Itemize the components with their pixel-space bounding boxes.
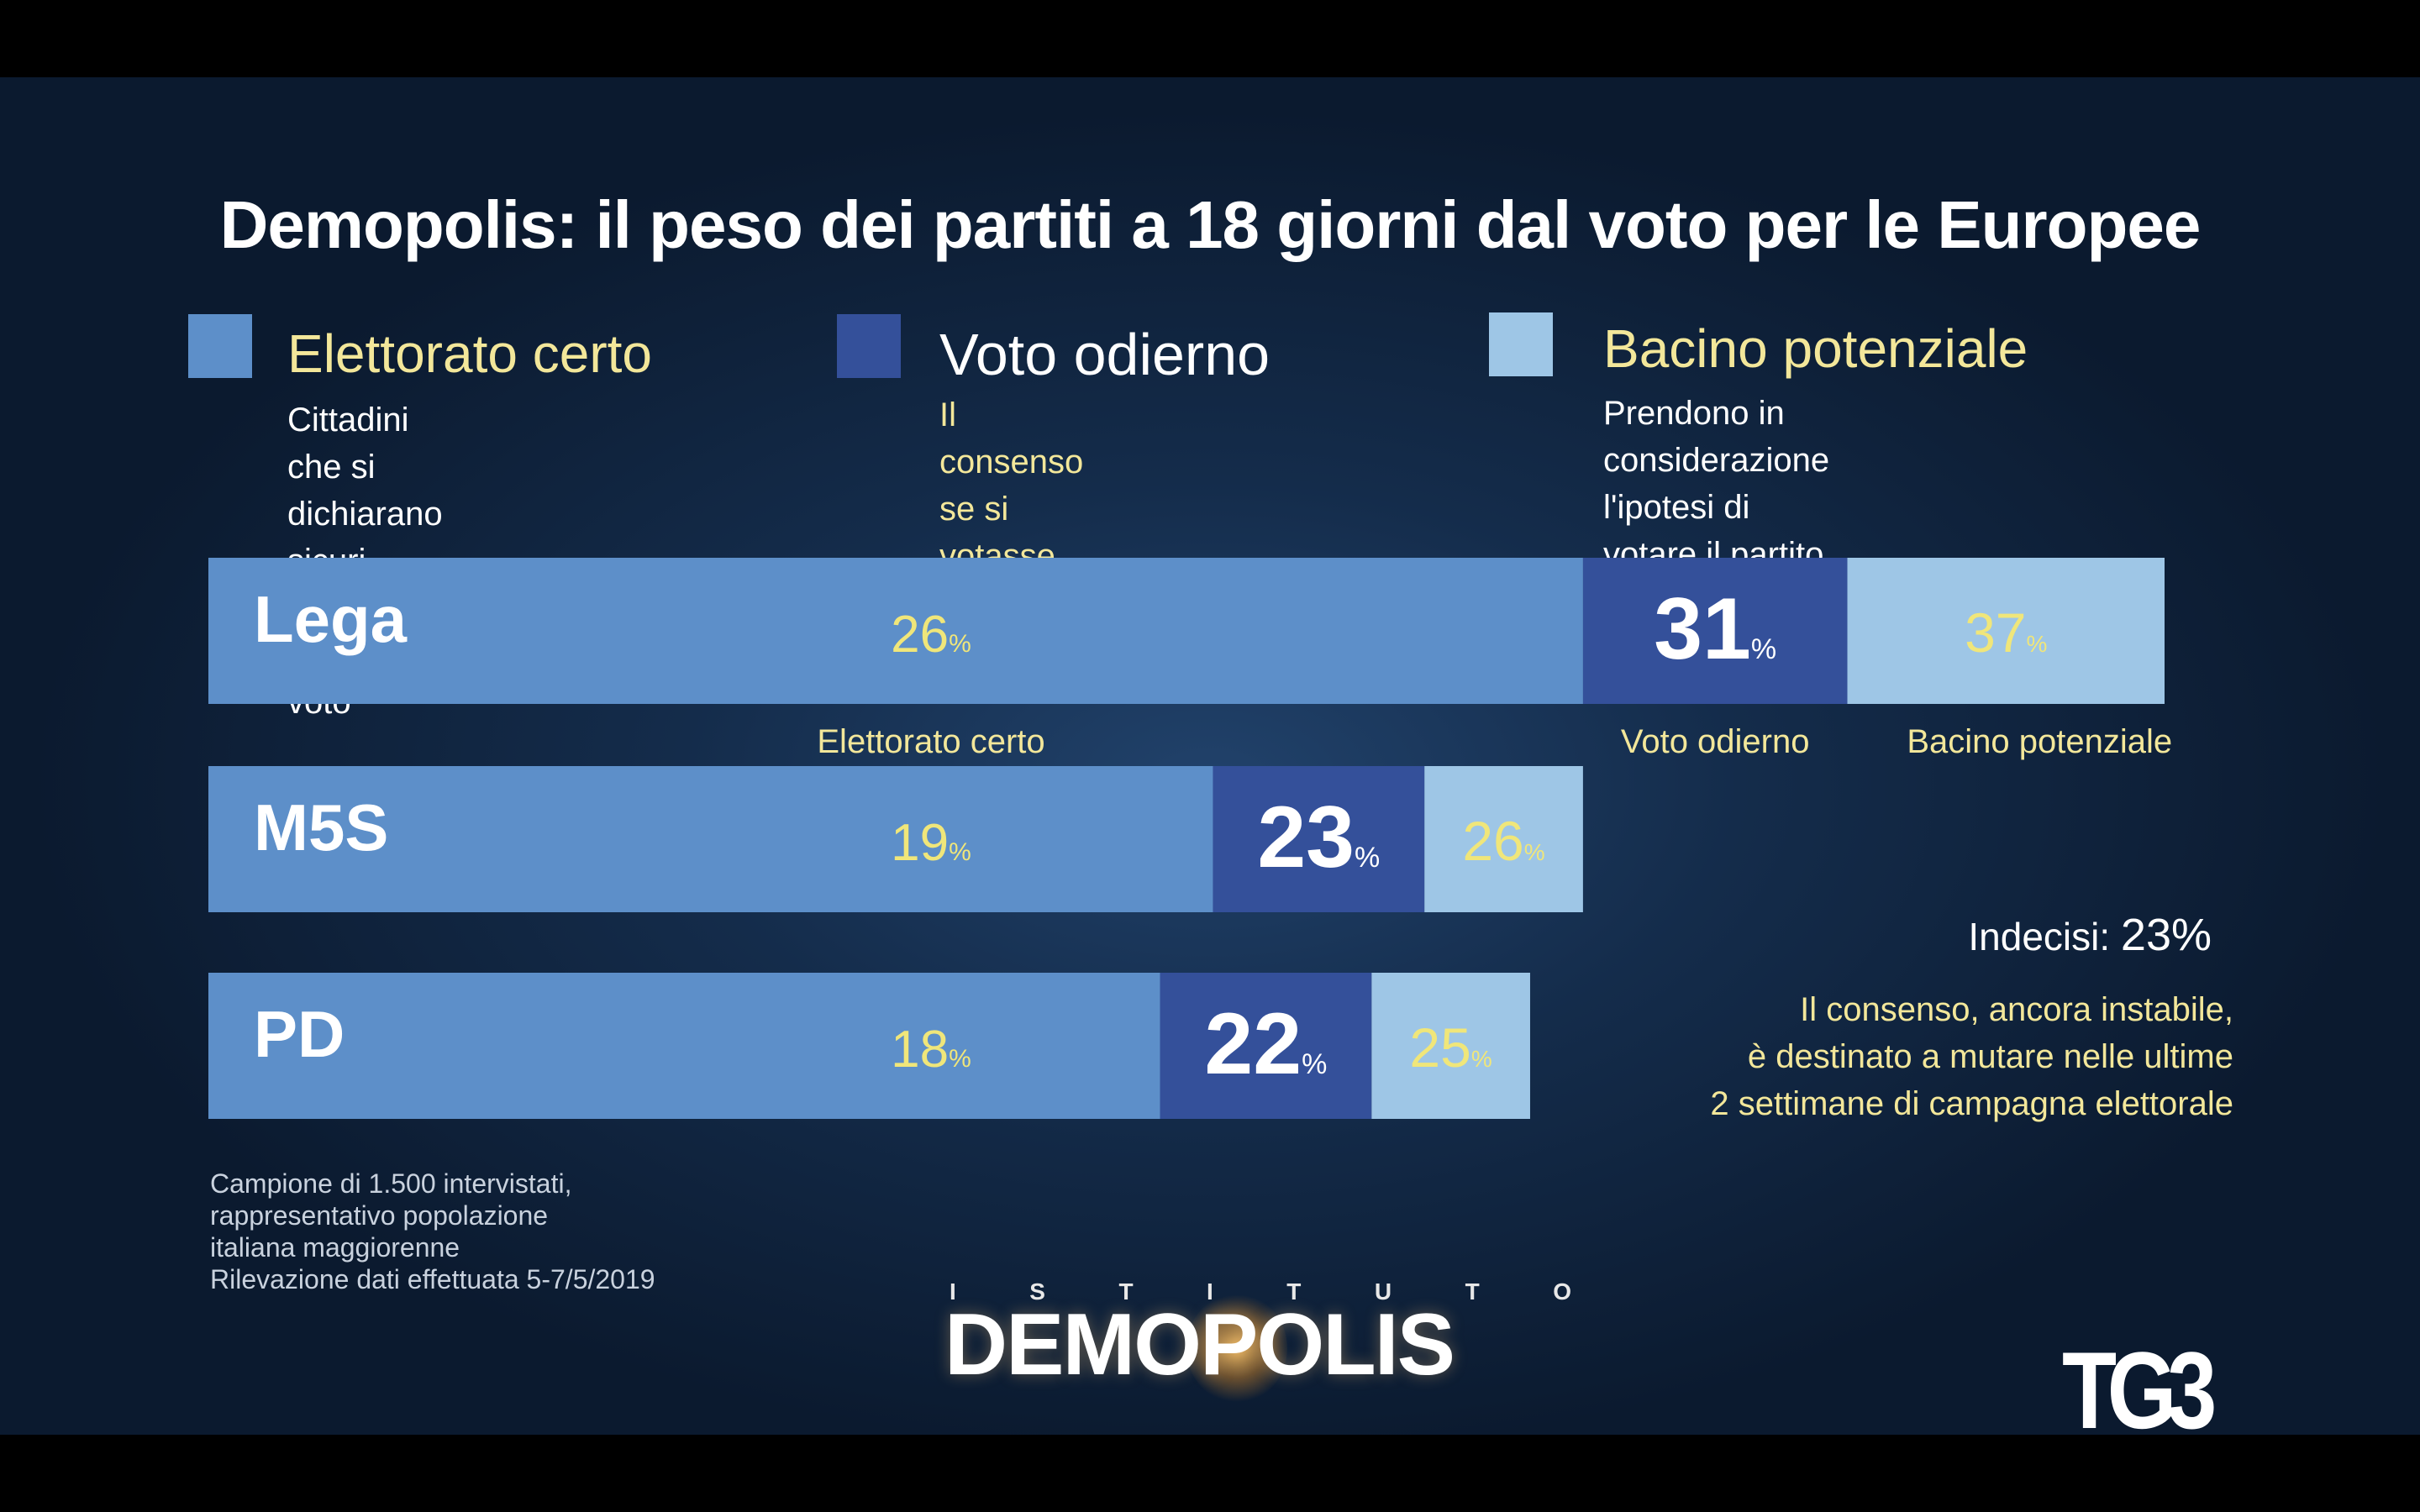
indecisi-note: Indecisi: 23% bbox=[1968, 909, 2212, 961]
bar-m5s-bacino-potenziale bbox=[1424, 766, 1583, 912]
category-label-m5s: M5S bbox=[254, 790, 388, 864]
infographic-panel: Demopolis: il peso dei partiti a 18 gior… bbox=[0, 77, 2420, 1452]
indecisi-value: 23% bbox=[2120, 910, 2212, 960]
logo-letter: I bbox=[950, 1278, 956, 1305]
logo-wordmark: DEMOPOLIS bbox=[944, 1296, 1455, 1394]
instability-note: Il consenso, ancora instabile, è destina… bbox=[1710, 991, 2233, 1122]
series-sublabel-bacino-potenziale: Bacino potenziale bbox=[1907, 723, 2172, 760]
logo-letter: I bbox=[1207, 1278, 1213, 1305]
legend-swatch-voto-odierno bbox=[837, 314, 901, 378]
chart-title: Demopolis: il peso dei partiti a 18 gior… bbox=[219, 187, 2202, 262]
legend-title-bacino-potenziale: Bacino potenziale bbox=[1603, 318, 2028, 379]
demopolis-logo: I S T I T U T O DEMOPOLIS bbox=[944, 1278, 1571, 1404]
logo-istituto-letters: I S T I T U T O bbox=[950, 1278, 1571, 1305]
logo-glow bbox=[1186, 1294, 1287, 1403]
bar-pd-bacino-potenziale bbox=[1371, 973, 1530, 1119]
bar-pd-elettorato-certo bbox=[208, 973, 1160, 1119]
bar-pd-voto-odierno bbox=[1160, 973, 1372, 1119]
bar-m5s-elettorato-certo bbox=[208, 766, 1213, 912]
bar-lega-voto-odierno bbox=[1582, 558, 1848, 704]
logo-letter: T bbox=[1118, 1278, 1134, 1305]
legend-title-elettorato-certo: Elettorato certo bbox=[287, 323, 652, 384]
category-label-lega: Lega bbox=[254, 582, 408, 656]
series-sublabel-voto-odierno: Voto odierno bbox=[1621, 723, 1810, 760]
logo-letter: U bbox=[1374, 1278, 1392, 1305]
bar-lega-elettorato-certo bbox=[208, 558, 1583, 704]
legend-swatch-bacino-potenziale bbox=[1489, 312, 1553, 376]
logo-letter: S bbox=[1029, 1278, 1045, 1305]
bar-lega-bacino-potenziale bbox=[1847, 558, 2165, 704]
logo-letter: T bbox=[1465, 1278, 1480, 1305]
sample-note: Campione di 1.500 intervistati, rapprese… bbox=[210, 1168, 655, 1294]
series-sublabel-elettorato-certo: Elettorato certo bbox=[817, 723, 1044, 760]
bar-chart: Lega 26% 31% 37%Elettorato certo Voto odiern… bbox=[208, 558, 2172, 1119]
legend-swatch-elettorato-certo bbox=[188, 314, 252, 378]
logo-letter: O bbox=[1553, 1278, 1571, 1305]
logo-letter: T bbox=[1286, 1278, 1302, 1305]
indecisi-label: Indecisi: bbox=[1968, 915, 2111, 958]
bar-m5s-voto-odierno bbox=[1213, 766, 1425, 912]
legend-title-voto-odierno: Voto odierno bbox=[939, 322, 1270, 387]
tg3-logo: TG3 bbox=[2062, 1329, 2217, 1452]
category-label-pd: PD bbox=[254, 997, 345, 1071]
